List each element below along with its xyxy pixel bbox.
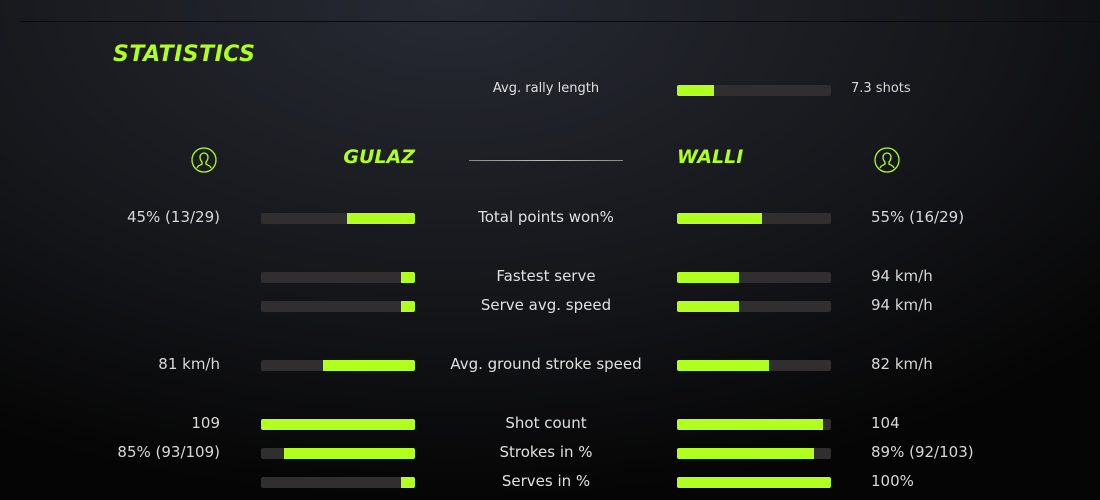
stat-right-bar	[677, 272, 831, 283]
stat-left-value: 45% (13/29)	[126, 208, 220, 226]
user-circle-icon	[191, 147, 217, 173]
stat-right-value: 89% (92/103)	[871, 443, 974, 461]
top-divider	[20, 21, 1100, 22]
stat-right-bar	[677, 301, 831, 312]
rally-bar-fill	[677, 85, 714, 96]
stat-right-bar-fill	[677, 477, 831, 488]
page-title: STATISTICS	[113, 42, 256, 67]
stat-right-bar	[677, 360, 831, 371]
rally-row: Avg. rally length 7.3 shots	[0, 79, 1100, 99]
stat-row: 85% (93/109) Strokes in % 89% (92/103)	[0, 443, 1100, 463]
rally-value: 7.3 shots	[851, 81, 911, 96]
stat-right-bar-fill	[677, 301, 739, 312]
stat-label: Strokes in %	[499, 443, 593, 461]
stat-left-bar-fill	[347, 213, 415, 224]
stat-right-value: 82 km/h	[871, 355, 933, 373]
stat-row: 81 km/h Avg. ground stroke speed 82 km/h	[0, 355, 1100, 375]
header-divider	[469, 160, 623, 161]
stat-left-bar	[261, 419, 415, 430]
stat-row: Serve avg. speed 94 km/h	[0, 296, 1100, 316]
stat-left-bar	[261, 360, 415, 371]
stat-left-bar	[261, 448, 415, 459]
rally-label: Avg. rally length	[492, 81, 600, 96]
stat-right-value: 94 km/h	[871, 296, 933, 314]
stat-label: Avg. ground stroke speed	[450, 355, 642, 373]
stat-label: Total points won%	[478, 208, 614, 226]
stat-right-bar-fill	[677, 419, 824, 430]
stat-right-value: 100%	[871, 472, 914, 490]
stat-left-bar-fill	[322, 360, 415, 371]
stat-left-bar	[261, 213, 415, 224]
stat-left-value: 109	[191, 414, 220, 432]
stat-right-bar	[677, 419, 831, 430]
stat-right-value: 104	[871, 414, 900, 432]
stat-right-bar-fill	[677, 272, 739, 283]
stat-row: 45% (13/29) Total points won% 55% (16/29…	[0, 208, 1100, 228]
stat-label: Serves in %	[501, 472, 591, 490]
player-left-name: GULAZ	[343, 146, 415, 168]
user-circle-icon	[874, 147, 900, 173]
stat-right-bar	[677, 448, 831, 459]
stat-left-bar	[261, 272, 415, 283]
stat-row: 109 Shot count 104	[0, 414, 1100, 434]
stat-left-value: 81 km/h	[158, 355, 220, 373]
stat-label: Serve avg. speed	[480, 296, 612, 314]
stat-left-value: 85% (93/109)	[117, 443, 220, 461]
stat-left-bar-fill	[401, 272, 415, 283]
stat-left-bar-fill	[284, 448, 415, 459]
stat-row: Fastest serve 94 km/h	[0, 267, 1100, 287]
stat-label: Shot count	[505, 414, 587, 432]
stat-left-bar-fill	[401, 477, 415, 488]
stat-right-bar-fill	[677, 448, 815, 459]
stat-right-bar	[677, 213, 831, 224]
stat-right-value: 94 km/h	[871, 267, 933, 285]
stat-left-bar	[261, 301, 415, 312]
stat-right-value: 55% (16/29)	[871, 208, 965, 226]
stat-right-bar	[677, 477, 831, 488]
player-right-name: WALLI	[677, 146, 744, 168]
stat-right-bar-fill	[677, 213, 762, 224]
stat-row: Serves in % 100%	[0, 472, 1100, 492]
rally-bar	[677, 85, 831, 96]
stat-label: Fastest serve	[496, 267, 596, 285]
stat-left-bar-fill	[401, 301, 415, 312]
stat-left-bar-fill	[261, 419, 415, 430]
stat-right-bar-fill	[677, 360, 770, 371]
stat-left-bar	[261, 477, 415, 488]
